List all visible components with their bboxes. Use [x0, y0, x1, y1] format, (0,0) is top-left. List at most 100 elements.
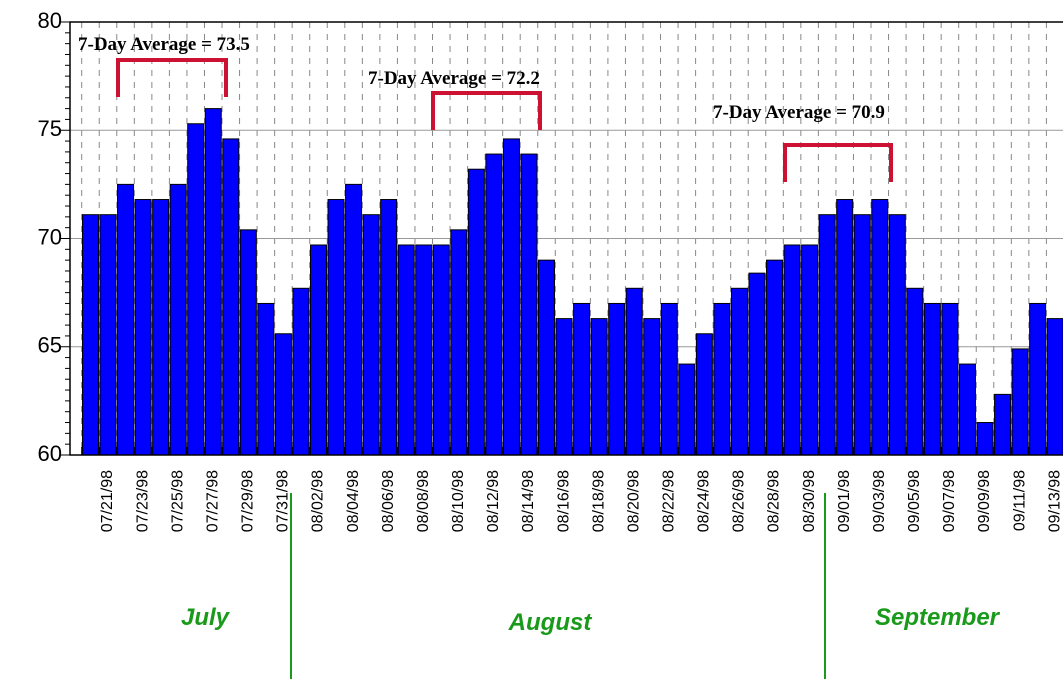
- bar: [204, 108, 222, 456]
- bar: [520, 153, 538, 456]
- bar: [397, 244, 415, 456]
- x-tick-label: 09/05/98: [906, 470, 923, 532]
- x-tick-label: 08/14/98: [520, 470, 537, 532]
- x-tick-label: 08/06/98: [380, 470, 397, 532]
- month-separators: [290, 493, 826, 679]
- bar: [678, 363, 696, 456]
- bar: [292, 287, 310, 456]
- annotation: 7-Day Average = 73.5: [78, 34, 250, 55]
- x-tick-label: 08/18/98: [590, 470, 607, 532]
- month-label: September: [875, 604, 1001, 631]
- bar: [853, 214, 871, 456]
- bar: [450, 229, 468, 456]
- bar: [134, 199, 152, 456]
- bar: [1046, 318, 1063, 456]
- bar: [257, 302, 275, 456]
- brackets: [116, 58, 893, 182]
- plot-frame: [69, 21, 1063, 456]
- bar: [432, 244, 450, 456]
- bar: [590, 318, 608, 456]
- bar: [888, 214, 906, 456]
- bar: [906, 287, 924, 456]
- bar: [1011, 348, 1029, 456]
- bracket: [431, 91, 542, 130]
- x-tick-label: 08/08/98: [415, 470, 432, 532]
- annotation: 7-Day Average = 72.2: [368, 68, 540, 89]
- month-label: July: [181, 604, 231, 631]
- x-tick-label: 08/26/98: [731, 470, 748, 532]
- bar: [502, 138, 520, 456]
- bracket: [783, 143, 893, 182]
- x-tick-label: 09/03/98: [871, 470, 888, 532]
- bar: [555, 318, 573, 456]
- bar: [380, 199, 398, 456]
- bar: [274, 333, 292, 456]
- x-tick-label: 09/01/98: [836, 470, 853, 532]
- bar: [766, 259, 784, 456]
- x-tick-label: 08/04/98: [345, 470, 362, 532]
- bar: [81, 214, 99, 456]
- bar: [239, 229, 257, 456]
- bar: [871, 199, 889, 456]
- x-tick-label: 09/07/98: [941, 470, 958, 532]
- x-tick-label: 09/13/98: [1046, 470, 1063, 532]
- x-tick-label: 08/20/98: [625, 470, 642, 532]
- bar: [187, 123, 205, 456]
- bar: [1029, 302, 1047, 456]
- x-tick-label: 08/24/98: [696, 470, 713, 532]
- bar: [801, 244, 819, 456]
- y-tick-label: 70: [38, 224, 62, 249]
- annotations: 7-Day Average = 73.5 7-Day Average = 72.…: [78, 34, 885, 123]
- bar: [327, 199, 345, 456]
- bar: [345, 183, 363, 456]
- bar: [608, 302, 626, 456]
- bar: [660, 302, 678, 456]
- x-tick-label: 07/31/98: [275, 470, 292, 532]
- x-tick-label: 07/21/98: [99, 470, 116, 532]
- bar: [99, 214, 117, 456]
- bar: [695, 333, 713, 456]
- bracket: [116, 58, 228, 97]
- bar: [976, 422, 994, 456]
- x-tick-label: 07/25/98: [169, 470, 186, 532]
- x-tick-label: 08/16/98: [555, 470, 572, 532]
- bar: [415, 244, 433, 456]
- bar: [941, 302, 959, 456]
- x-tick-label: 09/11/98: [1011, 470, 1028, 531]
- bar: [538, 259, 556, 456]
- x-tick-label: 08/30/98: [801, 470, 818, 532]
- bar: [222, 138, 240, 456]
- x-tick-label: 07/23/98: [134, 470, 151, 532]
- bar: [625, 287, 643, 456]
- bar: [730, 287, 748, 456]
- bar: [748, 272, 766, 456]
- y-tick-label: 65: [38, 333, 62, 358]
- bar: [573, 302, 591, 456]
- bar: [467, 168, 485, 456]
- bar: [713, 302, 731, 456]
- bar: [362, 214, 380, 456]
- bar: [643, 318, 661, 456]
- x-tick-label: 09/09/98: [976, 470, 993, 532]
- x-tick-label: 07/29/98: [240, 470, 257, 532]
- bar: [818, 214, 836, 456]
- plot: 60 65 70 75 80 07/21/98 07/23/98 07/25/98 07/27/…: [38, 8, 1063, 532]
- y-tick-label: 75: [38, 116, 62, 141]
- y-tick-label: 80: [38, 8, 62, 33]
- x-tick-label: 08/22/98: [661, 470, 678, 532]
- bar: [152, 199, 170, 456]
- month-label: August: [508, 609, 593, 636]
- x-tick-label: 08/28/98: [766, 470, 783, 532]
- x-tick-label: 08/02/98: [310, 470, 327, 532]
- x-tick-label: 08/10/98: [450, 470, 467, 532]
- bar: [958, 363, 976, 456]
- bar: [783, 244, 801, 456]
- bar: [923, 302, 941, 456]
- bar: [309, 244, 327, 456]
- bar: [485, 153, 503, 456]
- bar: [117, 183, 135, 456]
- bar: [169, 183, 187, 456]
- x-tick-label: 08/12/98: [485, 470, 502, 532]
- bar: [836, 199, 854, 456]
- annotation: 7-Day Average = 70.9: [713, 102, 885, 123]
